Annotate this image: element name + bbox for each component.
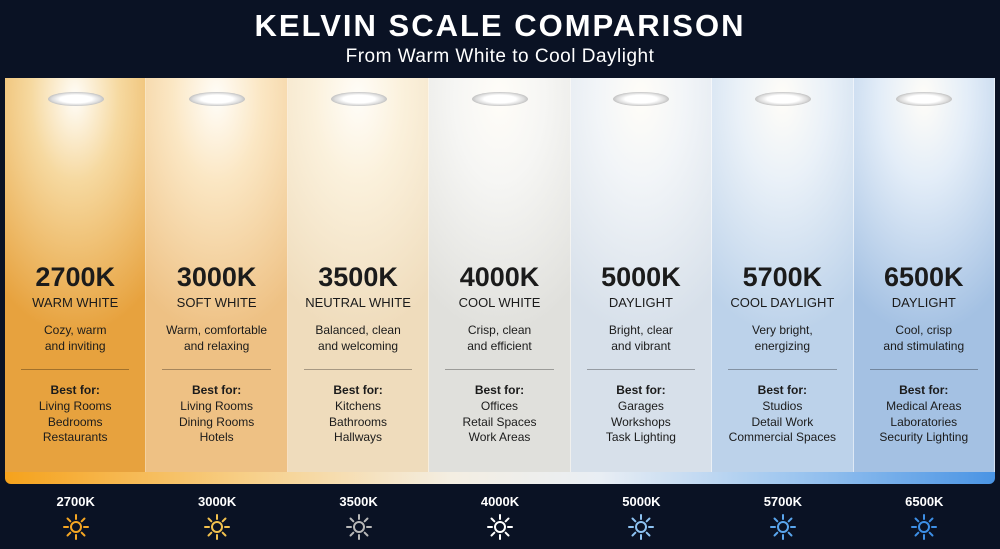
use-item: Bedrooms bbox=[47, 414, 103, 429]
use-item: Kitchens bbox=[335, 399, 382, 413]
lamp bbox=[754, 92, 811, 106]
lamp bbox=[613, 92, 670, 106]
title: KELVIN SCALE COMPARISON bbox=[254, 8, 746, 43]
description-line: Very bright, bbox=[752, 323, 813, 337]
use-item: Bathrooms bbox=[329, 414, 388, 429]
lamp bbox=[471, 92, 528, 106]
scale-label: 4000K bbox=[480, 494, 520, 509]
best-for-label: Best for: bbox=[191, 383, 242, 397]
description-line: and efficient bbox=[467, 339, 532, 353]
sun-icon bbox=[62, 514, 89, 540]
color-name: COOL DAYLIGHT bbox=[730, 295, 835, 310]
kelvin-value: 4000K bbox=[459, 262, 540, 292]
scale-label: 3000K bbox=[197, 494, 237, 509]
use-item: Living Rooms bbox=[180, 399, 253, 413]
color-name: NEUTRAL WHITE bbox=[305, 295, 411, 310]
best-for-label: Best for: bbox=[757, 383, 808, 397]
use-item: Restaurants bbox=[42, 430, 108, 444]
light-column: 2700K WARM WHITE Cozy, warm and inviting Bes… bbox=[5, 78, 147, 472]
color-name: SOFT WHITE bbox=[176, 295, 257, 310]
use-item: Living Rooms bbox=[38, 399, 112, 413]
divider bbox=[162, 369, 271, 370]
use-item: Work Areas bbox=[468, 430, 531, 444]
description-line: and stimulating bbox=[883, 339, 965, 353]
light-column: 3500K NEUTRAL WHITE Balanced, clean and wel… bbox=[287, 78, 430, 472]
scale-label: 6500K bbox=[905, 494, 944, 509]
description-line: Crisp, clean bbox=[467, 323, 532, 337]
kelvin-value: 3000K bbox=[176, 262, 257, 292]
sun-icon bbox=[487, 514, 513, 540]
divider bbox=[303, 369, 413, 370]
light-column: 6500K DAYLIGHT Cool, crisp and stimulating B… bbox=[853, 78, 995, 472]
lamp bbox=[330, 92, 387, 106]
use-item: Workshops bbox=[611, 414, 671, 429]
best-for-label: Best for: bbox=[899, 383, 949, 397]
description-line: energizing bbox=[754, 339, 811, 353]
scale-label: 2700K bbox=[56, 494, 95, 509]
description-line: Cozy, warm bbox=[43, 323, 107, 337]
light-column: 5000K DAYLIGHT Bright, clear and vibrant Bes… bbox=[570, 78, 713, 472]
best-for-label: Best for: bbox=[474, 383, 525, 397]
kelvin-value: 3500K bbox=[318, 262, 398, 292]
sun-icon bbox=[769, 514, 796, 540]
light-column: 5700K COOL DAYLIGHT Very bright, energizing… bbox=[712, 78, 854, 472]
subtitle: From Warm White to Cool Daylight bbox=[345, 46, 655, 67]
description-line: Bright, clear bbox=[608, 323, 673, 337]
kelvin-value: 5000K bbox=[601, 262, 681, 292]
description-line: Warm, comfortable bbox=[166, 323, 268, 337]
use-item: Studios bbox=[762, 399, 803, 413]
best-for-label: Best for: bbox=[50, 383, 100, 397]
use-item: Detail Work bbox=[751, 414, 814, 429]
color-name: DAYLIGHT bbox=[608, 295, 673, 310]
description-line: and relaxing bbox=[183, 339, 250, 353]
color-name: WARM WHITE bbox=[32, 295, 119, 310]
sun-icon bbox=[345, 514, 372, 540]
color-scale-bar bbox=[5, 470, 995, 484]
use-item: Hotels bbox=[199, 430, 234, 444]
light-column: 4000K COOL WHITE Crisp, clean and efficient… bbox=[429, 78, 571, 472]
divider bbox=[21, 369, 130, 370]
sun-icon bbox=[204, 514, 231, 540]
best-for-label: Best for: bbox=[616, 383, 666, 397]
scale-label: 3500K bbox=[339, 494, 378, 509]
sun-icon bbox=[628, 514, 655, 540]
best-for-label: Best for: bbox=[333, 383, 383, 397]
scale-label: 5000K bbox=[622, 494, 661, 509]
divider bbox=[445, 369, 554, 370]
lamp bbox=[896, 92, 953, 106]
sun-icon bbox=[911, 514, 938, 540]
description-line: Balanced, clean bbox=[315, 323, 401, 337]
description-line: and welcoming bbox=[318, 339, 399, 353]
lamp bbox=[47, 92, 104, 106]
lamp bbox=[189, 92, 246, 106]
use-item: Laboratories bbox=[890, 414, 958, 429]
use-item: Commercial Spaces bbox=[728, 430, 837, 444]
divider bbox=[586, 369, 696, 370]
use-item: Offices bbox=[480, 399, 519, 413]
use-item: Hallways bbox=[334, 430, 383, 444]
light-column: 3000K SOFT WHITE Warm, comfortable and rela… bbox=[146, 78, 288, 472]
kelvin-value: 5700K bbox=[742, 262, 823, 292]
use-item: Security Lighting bbox=[879, 430, 969, 444]
kelvin-value: 2700K bbox=[35, 262, 115, 292]
use-item: Retail Spaces bbox=[462, 414, 537, 429]
use-item: Dining Rooms bbox=[178, 414, 255, 429]
divider bbox=[728, 369, 837, 370]
description-line: and vibrant bbox=[611, 339, 671, 353]
use-item: Garages bbox=[617, 399, 664, 413]
use-item: Medical Areas bbox=[886, 399, 962, 413]
color-name: DAYLIGHT bbox=[891, 295, 956, 310]
use-item: Task Lighting bbox=[605, 430, 676, 444]
color-name: COOL WHITE bbox=[458, 295, 541, 310]
scale-label: 5700K bbox=[763, 494, 802, 509]
description-line: Cool, crisp bbox=[895, 323, 953, 337]
description-line: and inviting bbox=[44, 339, 106, 353]
kelvin-value: 6500K bbox=[883, 262, 964, 292]
divider bbox=[869, 369, 978, 370]
